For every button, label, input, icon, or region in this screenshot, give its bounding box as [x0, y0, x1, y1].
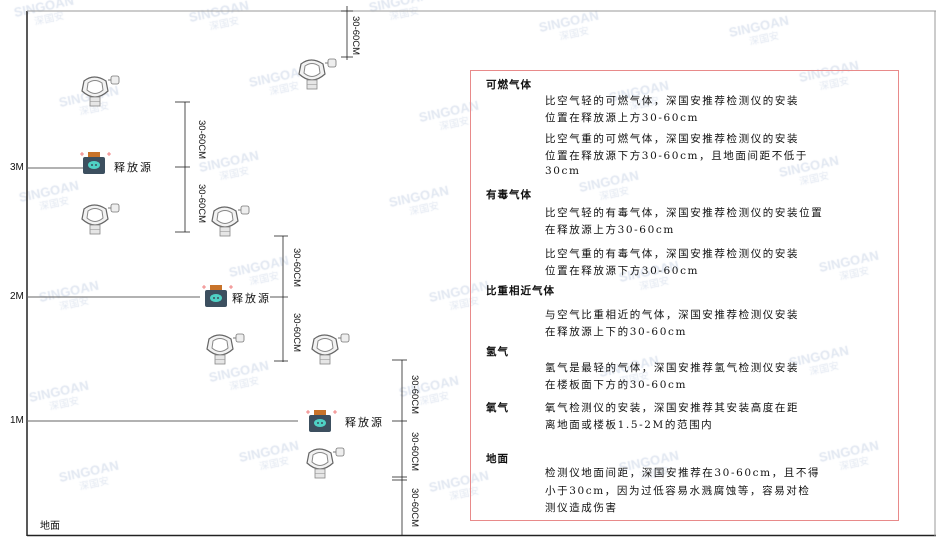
heading-toxic: 有毒气体 [486, 189, 532, 201]
level-2m-label: 2M [10, 291, 24, 302]
gas-detector-icon [81, 203, 120, 235]
text-line: 比空气重的有毒气体，深国安推荐检测仪的安装 [545, 248, 800, 260]
heading-ground: 地面 [486, 453, 509, 465]
text-line: 测仪造成伤害 [545, 502, 618, 514]
text-line: 离地面或楼板1.5-2M的范围内 [545, 419, 714, 431]
release-source-label: 释放源 [345, 416, 384, 429]
dimension-lines [175, 6, 407, 536]
text-line: 在楼板面下方的30-60cm [545, 379, 688, 391]
text-line: 位置在释放源下方30-60cm [545, 265, 700, 277]
gas-detector-icon [306, 447, 345, 479]
dimension-label: 30-60CM [409, 488, 420, 528]
text-line: 在释放源上下的30-60cm [545, 326, 688, 338]
level-1m-label: 1M [10, 415, 24, 426]
text-line: 位置在释放源上方30-60cm [545, 112, 700, 124]
text-line: 氢气是最轻的气体，深国安推荐氢气检测仪安装 [545, 362, 800, 374]
dimension-label: 30-60CM [409, 432, 420, 472]
dimension-label: 30-60CM [196, 184, 207, 224]
dimension-label: 30-60CM [291, 248, 302, 288]
gas-detector-icon [81, 75, 120, 107]
release-source-label: 释放源 [114, 161, 153, 174]
release-source-label: 释放源 [232, 292, 271, 305]
legend-box [470, 70, 899, 521]
gas-detector-icon [311, 333, 350, 365]
dimension-label: 30-60CM [409, 375, 420, 415]
gas-detector-icon [211, 205, 250, 237]
text-line: 30cm [545, 165, 581, 177]
heading-hydrogen: 氢气 [486, 346, 509, 358]
ground-label: 地面 [40, 521, 60, 532]
text-line: 检测仪地面间距，深国安推荐在30-60cm，且不得 [545, 467, 821, 479]
dimension-label: 30-60CM [196, 120, 207, 160]
text-line: 比空气轻的有毒气体，深国安推荐检测仪的安装位置 [545, 207, 824, 219]
release-source-icon [80, 152, 111, 174]
text-line: 小于30cm，因为过低容易水溅腐蚀等，容易对检 [545, 485, 811, 497]
release-source-icon [202, 285, 233, 307]
gas-detector-icon [206, 333, 245, 365]
text-line: 氧气检测仪的安装，深国安推荐其安装高度在距 [545, 402, 800, 414]
text-line: 与空气比重相近的气体，深国安推荐检测仪安装 [545, 309, 800, 321]
heading-oxygen: 氧气 [486, 402, 509, 414]
heading-combustible: 可燃气体 [486, 79, 532, 91]
text-line: 比空气重的可燃气体，深国安推荐检测仪的安装 [545, 133, 800, 145]
text-line: 在释放源上方30-60cm [545, 224, 675, 236]
dimension-label: 30-60CM [350, 16, 361, 56]
gas-detector-icon [298, 58, 337, 90]
text-line: 位置在释放源下方30-60cm，且地面间距不低于 [545, 150, 809, 162]
level-3m-label: 3M [10, 162, 24, 173]
release-source-icon [306, 410, 337, 432]
heading-similar: 比重相近气体 [486, 285, 555, 297]
text-line: 比空气轻的可燃气体，深国安推荐检测仪的安装 [545, 95, 800, 107]
dimension-label: 30-60CM [291, 313, 302, 353]
